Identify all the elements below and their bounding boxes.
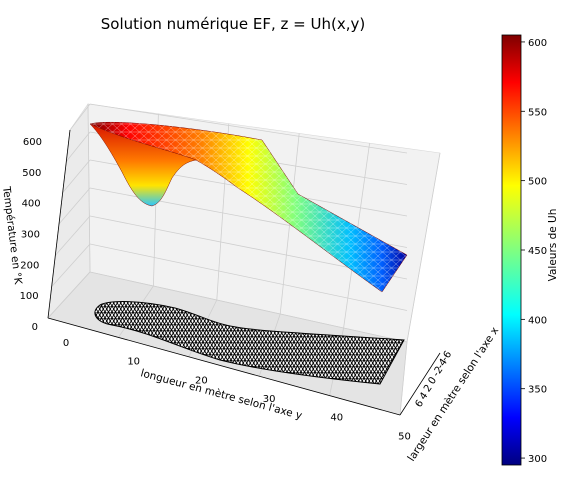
colorbar-ticks: 300 350 400 450 500 550 600 [521,38,547,465]
y-tick-label: 0 [63,338,69,349]
colorbar-tick-label: 450 [528,246,547,257]
z-tick-label: 600 [23,137,42,148]
colorbar-tick-label: 600 [528,38,547,49]
z-tick-label: 100 [20,291,39,302]
y-tick-label: 10 [127,357,140,368]
z-tick-label: 300 [21,230,40,241]
colorbar-tick-label: 550 [528,107,547,118]
x-tick-label: 6 [413,398,426,410]
z-tick-label: 400 [22,199,41,210]
colorbar-tick-label: 400 [528,315,547,326]
x-tick-label: 2 [422,383,435,395]
y-tick-label: 20 [195,375,208,386]
mesh-projection [94,301,405,385]
y-tick-label: 30 [263,394,276,405]
x-tick-label: 0 [426,375,439,387]
z-axis-ticks: 0 100 200 300 400 500 600 [20,137,42,333]
x-tick-label: 4 [418,391,431,403]
y-tick-label: 50 [398,431,411,442]
z-tick-label: 0 [32,322,38,333]
colorbar-tick-label: 300 [528,454,547,465]
chart-title: Solution numérique EF, z = Uh(x,y) [101,15,365,33]
uh-surface [89,121,408,293]
colorbar-label: Valeurs de Uh [547,209,559,282]
colorbar: 300 350 400 450 500 550 600 Valeurs de Uh [501,34,559,466]
y-tick-label: 40 [330,413,343,424]
colorbar-gradient [501,34,522,466]
axes-lines [47,129,441,416]
y-axis-ticks: 0 10 20 30 40 50 [63,338,411,442]
z-tick-label: 500 [22,168,41,179]
colorbar-tick-label: 500 [528,177,547,188]
z-tick-label: 200 [20,260,39,271]
colorbar-tick-label: 350 [528,385,547,396]
